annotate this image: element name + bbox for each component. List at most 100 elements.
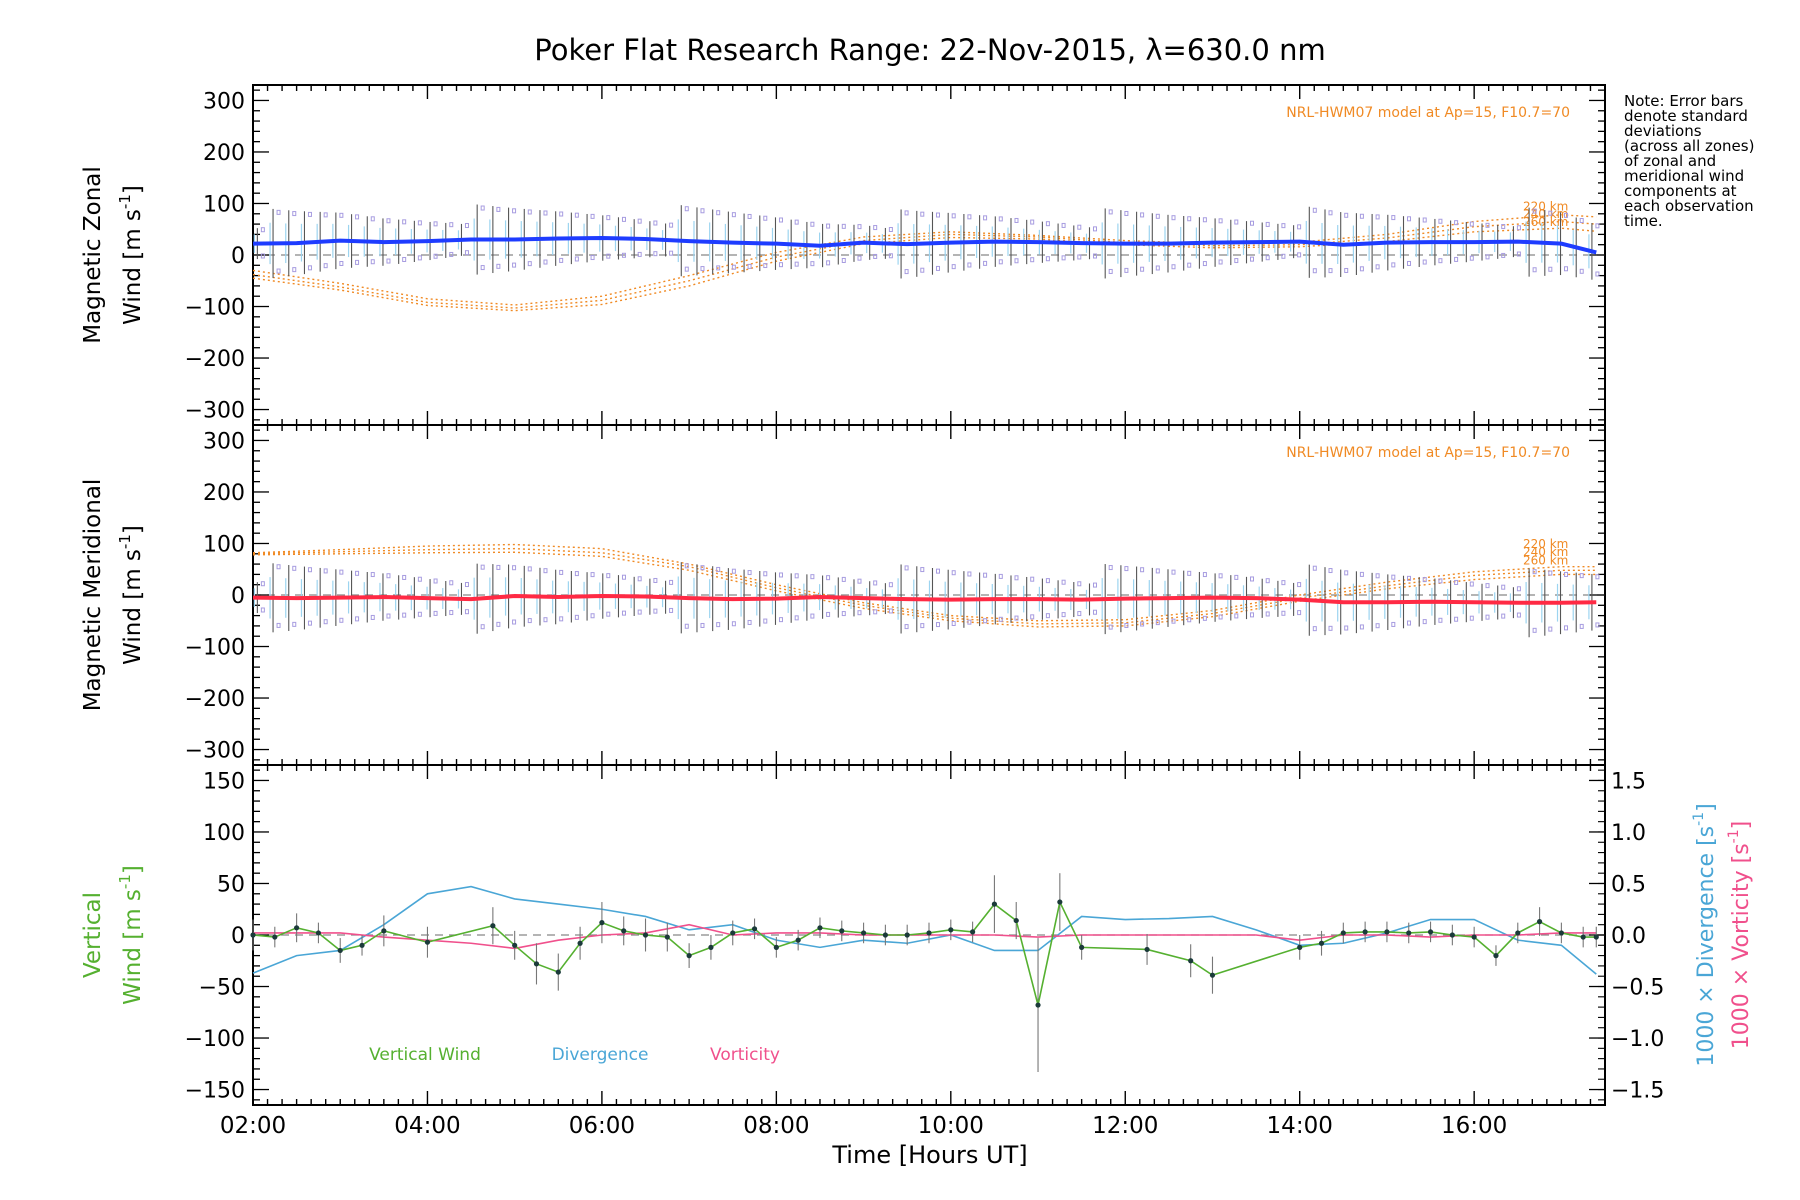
zone-point bbox=[433, 253, 438, 259]
model-label: NRL-HWM07 model at Ap=15, F10.7=70 bbox=[1286, 105, 1570, 121]
vertical-wind-point bbox=[1209, 972, 1216, 978]
y-axis-label-tail: ] bbox=[120, 865, 146, 874]
vertical-wind-point bbox=[1536, 919, 1543, 925]
zone-point bbox=[1171, 618, 1176, 624]
zone-point bbox=[323, 619, 328, 625]
zone-point bbox=[1281, 610, 1286, 616]
y2-label-text: 1000 × Divergence [s bbox=[1694, 826, 1719, 1067]
vertical-wind-point bbox=[1580, 934, 1586, 940]
zone-point bbox=[1564, 571, 1569, 577]
zone-point bbox=[1077, 224, 1082, 230]
vertical-wind-point bbox=[817, 925, 823, 931]
zone-point bbox=[480, 265, 485, 271]
zone-point bbox=[621, 216, 626, 222]
y-axis-label-text: Wind [m s bbox=[120, 209, 146, 325]
zone-point bbox=[1595, 271, 1600, 277]
zone-point bbox=[386, 613, 391, 619]
y-axis-label-line2: Wind [m s-1] bbox=[116, 525, 146, 665]
zone-point bbox=[574, 256, 579, 262]
zone-point bbox=[260, 227, 265, 233]
zone-point bbox=[1375, 623, 1380, 629]
y-axis-label-line1: Magnetic Meridional bbox=[80, 479, 106, 712]
zone-point bbox=[606, 215, 611, 221]
zone-point bbox=[1202, 217, 1207, 223]
zone-point bbox=[1061, 612, 1066, 618]
zone-point bbox=[464, 250, 469, 256]
y-tick-label: 150 bbox=[203, 769, 245, 794]
zone-point bbox=[1202, 261, 1207, 267]
zone-point bbox=[1014, 575, 1019, 581]
zone-point bbox=[370, 614, 375, 620]
zone-point bbox=[449, 222, 454, 228]
x-tick-label: 02:00 bbox=[220, 1113, 286, 1139]
vertical-wind-point bbox=[490, 923, 496, 929]
y-tick-label: 100 bbox=[203, 532, 245, 557]
zone-point bbox=[653, 220, 658, 226]
zone-point bbox=[323, 568, 328, 574]
zone-point bbox=[1077, 254, 1082, 260]
zone-point bbox=[841, 576, 846, 582]
vertical-wind-point bbox=[1362, 929, 1368, 935]
zone-point bbox=[1516, 612, 1521, 618]
zone-point bbox=[1218, 573, 1223, 579]
zone-point bbox=[1328, 210, 1333, 216]
zone-point bbox=[841, 258, 846, 264]
zone-point bbox=[731, 212, 736, 218]
y2-label-exp: -1 bbox=[1691, 812, 1707, 826]
zone-point bbox=[559, 569, 564, 575]
zone-point bbox=[747, 263, 752, 269]
zone-point bbox=[763, 618, 768, 624]
vorticity-line bbox=[253, 923, 1597, 950]
zone-point bbox=[1108, 268, 1113, 274]
zone-point bbox=[1501, 252, 1506, 258]
zone-point bbox=[276, 564, 281, 570]
zone-point bbox=[888, 608, 893, 614]
zone-point bbox=[292, 267, 297, 273]
model-altitude-label: 220 km bbox=[1523, 537, 1568, 551]
y2-axis-label-vorticity: 1000 × Vorticity [s-1] bbox=[1726, 821, 1754, 1049]
zone-point bbox=[1391, 621, 1396, 627]
zone-point bbox=[951, 264, 956, 270]
zone-point bbox=[1516, 251, 1521, 257]
zone-point bbox=[276, 622, 281, 628]
zone-point bbox=[339, 212, 344, 218]
model-curve bbox=[252, 543, 1597, 622]
zone-point bbox=[543, 568, 548, 574]
note-line: of zonal and bbox=[1624, 152, 1717, 170]
y-tick-label: 300 bbox=[203, 429, 245, 454]
zone-point bbox=[684, 206, 689, 212]
zone-point bbox=[935, 265, 940, 271]
vertical-wind-point bbox=[555, 969, 561, 975]
zone-point bbox=[1045, 256, 1050, 262]
zone-point bbox=[951, 213, 956, 219]
zone-point bbox=[1454, 256, 1459, 262]
vertical-wind-point bbox=[1318, 940, 1325, 946]
zone-point bbox=[1234, 258, 1239, 264]
zone-point bbox=[1438, 258, 1443, 264]
zone-point bbox=[1045, 578, 1050, 584]
zone-point bbox=[684, 266, 689, 272]
zone-point bbox=[998, 573, 1003, 579]
zone-point bbox=[1030, 614, 1035, 620]
x-tick-label: 04:00 bbox=[394, 1113, 460, 1139]
zone-point bbox=[355, 616, 360, 622]
y2-tick-label: −1.0 bbox=[1611, 1027, 1664, 1052]
y-tick-label: −100 bbox=[185, 636, 245, 661]
zone-point bbox=[574, 614, 579, 620]
zone-point bbox=[716, 566, 721, 572]
zone-point bbox=[1297, 610, 1302, 616]
zone-point bbox=[449, 610, 454, 616]
zone-point bbox=[1108, 624, 1113, 630]
y-axis-label-line2: Wind [m s-1] bbox=[116, 185, 146, 325]
model-altitude-label: 260 km bbox=[1523, 215, 1568, 229]
zone-point bbox=[1407, 575, 1412, 581]
vertical-wind-point bbox=[904, 932, 910, 938]
zone-point bbox=[778, 572, 783, 578]
zone-point bbox=[480, 564, 485, 570]
zone-point bbox=[669, 250, 674, 256]
vertical-wind-point bbox=[1427, 929, 1434, 935]
model-altitude-label: 260 km bbox=[1523, 553, 1568, 567]
x-axis-label: Time [Hours UT] bbox=[831, 1141, 1027, 1169]
vertical-wind-point bbox=[1471, 934, 1477, 940]
